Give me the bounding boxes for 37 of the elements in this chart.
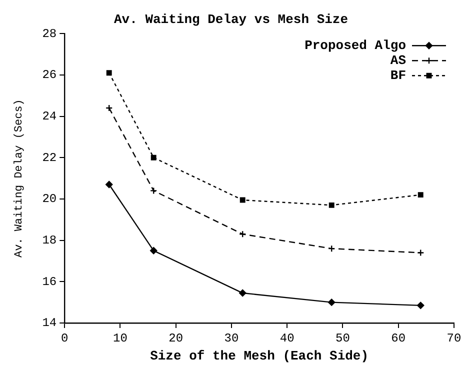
y-tick-label: 28 (42, 26, 57, 41)
point (417, 249, 424, 256)
point (239, 289, 246, 297)
x-tick-label: 70 (446, 331, 462, 346)
point (418, 192, 424, 198)
y-tick-label: 18 (42, 233, 57, 248)
point (106, 70, 112, 76)
y-tick-label: 20 (42, 192, 57, 206)
point (150, 247, 158, 254)
point (106, 180, 113, 188)
chart-title: Av. Waiting Delay vs Mesh Size (114, 12, 348, 28)
legend-label: AS (390, 52, 406, 68)
y-tick-label: 22 (42, 150, 57, 165)
point (150, 187, 158, 194)
x-tick-label: 50 (336, 331, 350, 346)
y-tick-label: 14 (42, 316, 57, 330)
point (328, 244, 336, 252)
point (328, 202, 334, 208)
legend-label: BF (390, 68, 406, 83)
x-tick-label: 60 (391, 331, 406, 346)
y-tick-label: 16 (42, 274, 57, 289)
y-axis-title: Av. Waiting Delay (Secs) (14, 99, 26, 258)
point (150, 154, 156, 160)
point (240, 197, 246, 203)
x-axis-title: Size of the Mesh (Each Side) (150, 348, 369, 364)
y-tick-label: 24 (42, 109, 57, 124)
point (328, 298, 336, 306)
legend-label: Proposed Algo (304, 38, 406, 53)
point (106, 104, 113, 112)
x-tick-label: 10 (113, 331, 128, 346)
point (239, 230, 246, 238)
x-tick-label: 0 (61, 331, 68, 346)
point (417, 302, 424, 310)
x-tick-label: 30 (224, 331, 239, 346)
x-tick-label: 20 (168, 331, 184, 346)
y-tick-label: 26 (42, 68, 57, 82)
x-tick-label: 40 (280, 331, 294, 346)
